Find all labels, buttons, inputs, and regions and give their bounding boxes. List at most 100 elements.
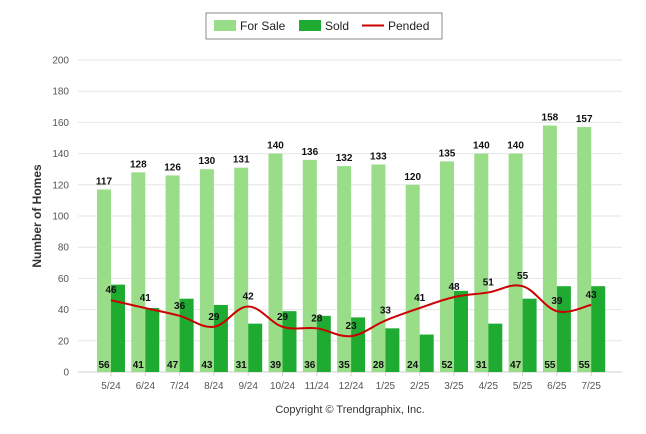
data-label-sold: 43 xyxy=(201,360,213,371)
bar-sold xyxy=(591,286,606,372)
x-tick-label: 4/25 xyxy=(479,381,499,392)
axis-layer: 0 20 40 60 80 100 120 140 160 180 200 5/24 6/24 7/24 8… xyxy=(52,56,601,393)
x-tick-label: 9/24 xyxy=(238,381,258,392)
data-label-sold: 31 xyxy=(476,360,488,371)
x-tick-label: 1/25 xyxy=(376,381,396,392)
x-tick-label: 11/24 xyxy=(305,381,330,392)
data-label-for-sale: 120 xyxy=(404,172,421,183)
data-label-pended: 55 xyxy=(517,271,529,282)
data-label-for-sale: 117 xyxy=(96,176,113,187)
legend-box xyxy=(205,12,443,40)
label-layer: 117 56 128 41 126 47 130 43 131 31 140 39 136 36 132 35… xyxy=(96,113,597,371)
y-axis-title: Number of Homes xyxy=(30,164,44,268)
data-label-for-sale: 136 xyxy=(301,147,318,158)
copyright-text: Copyright © Trendgraphix, Inc. xyxy=(275,404,424,416)
data-label-for-sale: 140 xyxy=(507,141,524,152)
x-tick-label: 7/25 xyxy=(581,381,601,392)
data-label-for-sale: 132 xyxy=(336,153,353,164)
legend-label-sold: Sold xyxy=(325,19,349,33)
bar-for-sale xyxy=(302,159,317,372)
bar-sold xyxy=(145,308,160,372)
data-label-sold: 47 xyxy=(510,360,522,371)
bar-sold xyxy=(385,328,400,372)
data-label-for-sale: 128 xyxy=(130,159,147,170)
bar-for-sale xyxy=(508,153,523,372)
x-tick-label: 10/24 xyxy=(270,381,295,392)
data-label-sold: 41 xyxy=(133,360,145,371)
y-tick-label: 0 xyxy=(63,368,69,379)
y-tick-label: 100 xyxy=(52,212,69,223)
bar-for-sale xyxy=(405,184,420,372)
bar-sold xyxy=(454,290,468,372)
bar-for-sale xyxy=(337,166,352,372)
y-tick-label: 60 xyxy=(58,274,70,285)
legend-swatch-for-sale xyxy=(214,20,236,31)
data-label-sold: 52 xyxy=(441,360,453,371)
bar-for-sale xyxy=(199,169,214,372)
x-tick-label: 6/24 xyxy=(136,381,156,392)
y-tick-label: 140 xyxy=(52,149,69,160)
data-label-for-sale: 158 xyxy=(542,113,559,124)
data-label-for-sale: 133 xyxy=(370,152,387,163)
legend-label-for-sale: For Sale xyxy=(240,19,286,33)
legend-swatch-sold xyxy=(299,20,321,31)
bar-for-sale xyxy=(474,153,489,372)
data-label-sold: 24 xyxy=(407,360,419,371)
data-label-pended: 29 xyxy=(277,312,289,323)
y-tick-label: 180 xyxy=(52,87,69,98)
data-label-for-sale: 140 xyxy=(267,141,284,152)
data-label-pended: 23 xyxy=(346,321,358,332)
x-tick-label: 7/24 xyxy=(170,381,190,392)
data-label-sold: 39 xyxy=(270,360,282,371)
bar-for-sale xyxy=(440,161,454,372)
bar-layer xyxy=(97,125,606,373)
data-label-sold: 56 xyxy=(98,360,110,371)
bar-sold xyxy=(419,334,434,372)
bar-for-sale xyxy=(165,175,180,372)
data-label-pended: 33 xyxy=(380,306,392,317)
data-label-sold: 28 xyxy=(373,360,385,371)
y-tick-label: 80 xyxy=(58,243,70,254)
bar-for-sale xyxy=(542,125,557,373)
bar-sold xyxy=(282,311,297,372)
bar-for-sale xyxy=(234,167,249,372)
y-tick-label: 20 xyxy=(58,336,70,347)
data-label-for-sale: 135 xyxy=(439,148,456,159)
pended-line xyxy=(110,284,592,338)
data-label-for-sale: 130 xyxy=(199,156,216,167)
bar-sold xyxy=(351,317,366,372)
bar-sold xyxy=(556,286,571,372)
data-label-for-sale: 131 xyxy=(233,155,250,166)
data-label-for-sale: 157 xyxy=(576,114,593,125)
bar-sold xyxy=(522,298,537,372)
bar-for-sale xyxy=(577,127,592,372)
x-tick-label: 5/24 xyxy=(101,381,121,392)
data-label-pended: 46 xyxy=(105,285,117,296)
data-label-sold: 31 xyxy=(236,360,248,371)
x-tick-label: 3/25 xyxy=(444,381,464,392)
data-label-sold: 47 xyxy=(167,360,179,371)
data-label-pended: 48 xyxy=(448,282,460,293)
legend: For Sale Sold Pended xyxy=(205,12,443,40)
data-label-sold: 55 xyxy=(579,360,591,371)
data-label-pended: 43 xyxy=(586,290,598,301)
y-tick-label: 160 xyxy=(52,118,69,129)
data-label-pended: 36 xyxy=(174,301,186,312)
data-label-sold: 55 xyxy=(544,360,556,371)
x-tick-label: 8/24 xyxy=(204,381,224,392)
bar-for-sale xyxy=(97,189,111,372)
data-label-for-sale: 126 xyxy=(164,162,181,173)
x-tick-label: 12/24 xyxy=(339,381,364,392)
y-tick-label: 40 xyxy=(58,305,70,316)
data-label-pended: 42 xyxy=(243,291,255,302)
bar-sold xyxy=(248,323,263,372)
x-tick-label: 2/25 xyxy=(410,381,430,392)
data-label-sold: 36 xyxy=(304,360,316,371)
x-tick-label: 5/25 xyxy=(513,381,533,392)
data-label-for-sale: 140 xyxy=(473,141,490,152)
data-label-pended: 41 xyxy=(414,293,426,304)
bar-for-sale xyxy=(131,172,146,372)
bar-sold xyxy=(488,323,503,372)
